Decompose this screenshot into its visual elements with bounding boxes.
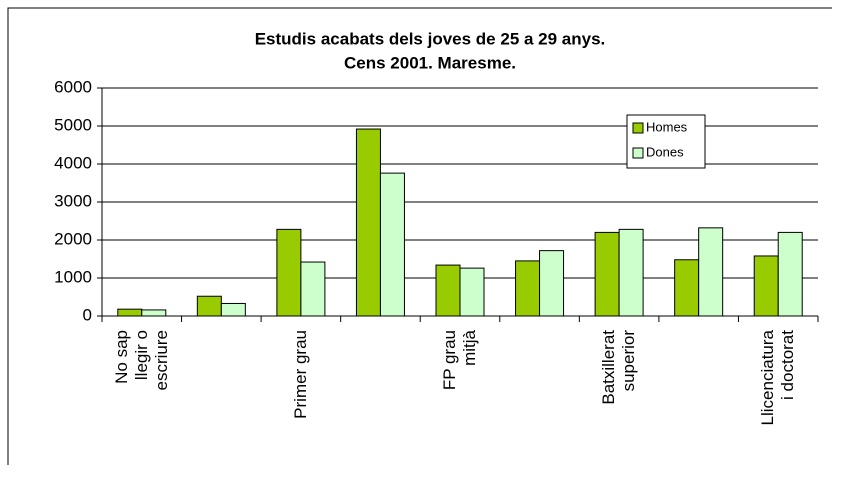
bar [753,255,779,317]
bar [618,228,644,317]
bar [459,267,485,317]
legend-label: Dones [646,144,684,159]
x-tick-label: No sap llegir o escriure [111,330,171,391]
y-tick-label: 4000 [54,153,92,172]
y-tick-label: 2000 [54,229,92,248]
bar [141,309,167,317]
legend-label: Homes [646,119,688,134]
x-tick-label: Batxillerat superior [599,330,639,405]
legend-swatch [632,147,644,159]
x-tick-label: Llicenciatura i doctorat [758,330,798,426]
bar [435,264,461,317]
x-tick-label: FP grau mitjà [440,330,479,391]
legend-swatch [632,122,644,134]
bar [777,231,803,317]
bar [594,231,620,317]
bar [379,172,405,317]
bar [539,250,565,317]
bar [515,260,541,317]
bar [276,228,302,317]
x-tick-label: Primer grau [290,330,310,419]
y-tick-label: 6000 [54,77,92,96]
bar [117,308,143,317]
bar [300,261,326,317]
chart-subtitle: Cens 2001. Maresme. [344,53,516,72]
chart-border [7,7,832,465]
y-tick-label: 1000 [54,267,92,286]
chart-title: Estudis acabats dels joves de 25 a 29 an… [255,29,606,48]
bar [196,295,222,317]
bar [674,259,700,317]
y-tick-label: 3000 [54,191,92,210]
y-tick-label: 0 [83,305,92,324]
bar [220,302,246,317]
bar [355,128,381,317]
y-tick-label: 5000 [54,115,92,134]
bar [698,227,724,317]
